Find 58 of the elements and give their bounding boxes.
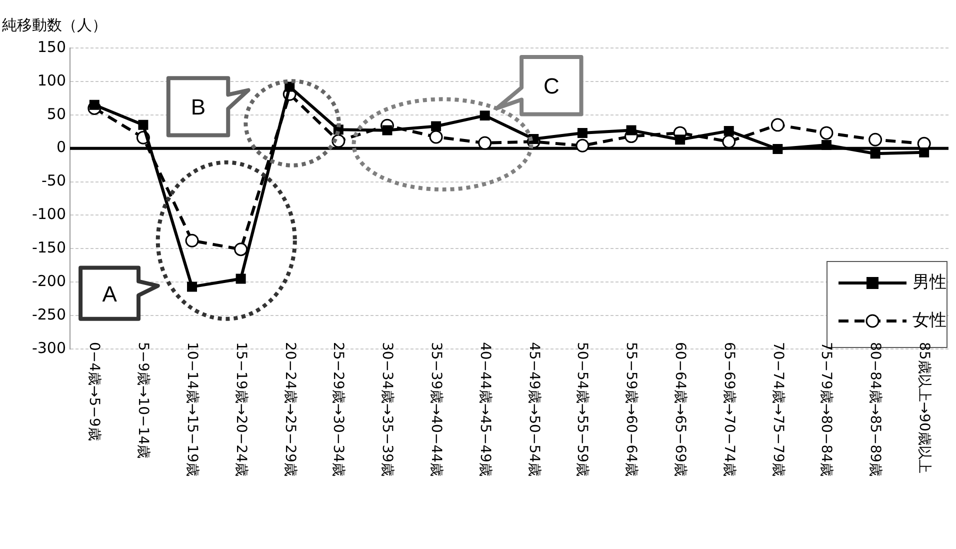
- annotation: C: [543, 74, 560, 99]
- x-tick-label: 50−54歳→55−59歳: [574, 342, 590, 476]
- point: [724, 126, 734, 136]
- point: [772, 144, 783, 154]
- x-tick-label: 45−49歳→50−54歳: [526, 342, 542, 476]
- x-tick-label: 0−4歳→5−9歳: [86, 342, 102, 441]
- point: [770, 118, 784, 132]
- y-tick-label: -100: [32, 205, 66, 224]
- y-tick-label: -300: [32, 338, 66, 357]
- annotation: A: [102, 281, 118, 306]
- point: [820, 126, 834, 140]
- point: [234, 242, 248, 256]
- point: [185, 234, 199, 248]
- x-tick-label: 80−84歳→85−89歳: [867, 342, 884, 476]
- y-tick-label: -250: [32, 305, 66, 324]
- x-tick-label: 15−19歳→20−24歳: [232, 342, 249, 476]
- point: [577, 128, 588, 138]
- x-tick-label: 75−79歳→80−84歳: [818, 342, 834, 476]
- y-tick-label: -150: [32, 238, 66, 257]
- x-tick-label: 65−69歳→70−74歳: [720, 342, 737, 476]
- point: [868, 132, 882, 146]
- y-tick-label: 50: [46, 104, 66, 123]
- x-tick-label: 85歳以上→90歳以上: [916, 342, 932, 474]
- point: [236, 274, 246, 284]
- point: [626, 125, 636, 136]
- point: [382, 125, 392, 136]
- legend-label: 男性: [912, 272, 946, 292]
- x-tick-label: 10−14歳→15−19歳: [184, 342, 200, 476]
- point: [870, 148, 880, 159]
- point: [919, 147, 930, 158]
- y-tick-label: -50: [42, 172, 66, 190]
- legend-label: 女性: [912, 310, 946, 330]
- point: [187, 282, 198, 292]
- x-tick-label: 35−39歳→40−44歳: [428, 342, 444, 476]
- y-tick-label: -200: [32, 272, 66, 290]
- x-tick-label: 70−74歳→75−79歳: [770, 342, 786, 476]
- point: [138, 120, 148, 130]
- point: [284, 82, 295, 92]
- point: [821, 140, 832, 150]
- x-tick-label: 20−24歳→25−29歳: [282, 342, 298, 476]
- y-axis-title: 純移動数（人）: [2, 16, 107, 35]
- x-tick-label: 25−29歳→30−34歳: [330, 342, 346, 476]
- y-tick-label: 100: [37, 71, 66, 90]
- annotation: B: [190, 94, 206, 120]
- point: [431, 121, 442, 132]
- x-tick-label: 60−64歳→65−69歳: [672, 342, 688, 476]
- y-tick-label: 0: [56, 138, 66, 156]
- point: [722, 134, 736, 148]
- point: [576, 138, 590, 152]
- x-tick-label: 30−34歳→35−39歳: [379, 342, 396, 476]
- point: [675, 134, 686, 145]
- x-tick-label: 55−59歳→60−64歳: [623, 342, 640, 476]
- y-tick-label: 150: [37, 38, 66, 56]
- x-tick-label: 5−9歳→10−14歳: [135, 342, 152, 459]
- point: [429, 130, 443, 144]
- x-tick-label: 40−44歳→45−49歳: [476, 342, 493, 476]
- point: [480, 110, 490, 121]
- point: [478, 136, 492, 150]
